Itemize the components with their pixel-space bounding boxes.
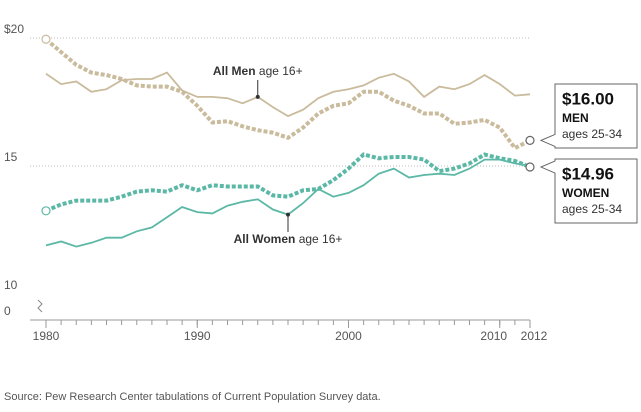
annotation-name: All Men — [213, 64, 256, 78]
x-tick-label: 1980 — [33, 329, 60, 343]
annotation-detail: age 16+ — [299, 232, 343, 246]
series-annotation: All Men age 16+ — [213, 64, 303, 78]
series-annotation: All Women age 16+ — [234, 232, 343, 246]
annotation-dot — [286, 212, 290, 217]
callout-box — [539, 83, 638, 149]
dotted-line — [44, 37, 531, 151]
x-tick-label: 1990 — [184, 329, 211, 343]
end-point — [525, 162, 535, 172]
y-tick-label: 10 — [4, 278, 18, 292]
callout-name: MEN — [562, 111, 589, 125]
dotted-line — [45, 152, 531, 213]
source-note: Source: Pew Research Center tabulations … — [4, 391, 381, 403]
callout: $16.00 MEN ages 25-34 — [539, 83, 638, 149]
end-point — [41, 206, 51, 216]
annotation-dot — [255, 94, 260, 99]
callout: $14.96 WOMEN ages 25-34 — [539, 158, 638, 224]
callout-detail: ages 25-34 — [562, 127, 622, 141]
y-tick-label: $20 — [4, 22, 24, 36]
annotation-detail: age 16+ — [259, 64, 303, 78]
callout-value: $16.00 — [562, 89, 614, 108]
callout-detail: ages 25-34 — [562, 202, 622, 216]
x-tick-label: 2010 — [480, 329, 507, 343]
annotation-name: All Women — [234, 232, 296, 246]
end-point — [41, 34, 51, 44]
callout-value: $14.96 — [562, 164, 614, 183]
end-point — [525, 135, 535, 145]
y-tick-label: 0 — [4, 304, 11, 318]
x-tick-label: 2000 — [335, 329, 362, 343]
x-tick-label: 2012 — [521, 329, 548, 343]
y-tick-label: 15 — [4, 150, 18, 164]
axis-break — [37, 299, 43, 313]
callout-box — [539, 158, 638, 224]
callout-name: WOMEN — [562, 186, 609, 200]
